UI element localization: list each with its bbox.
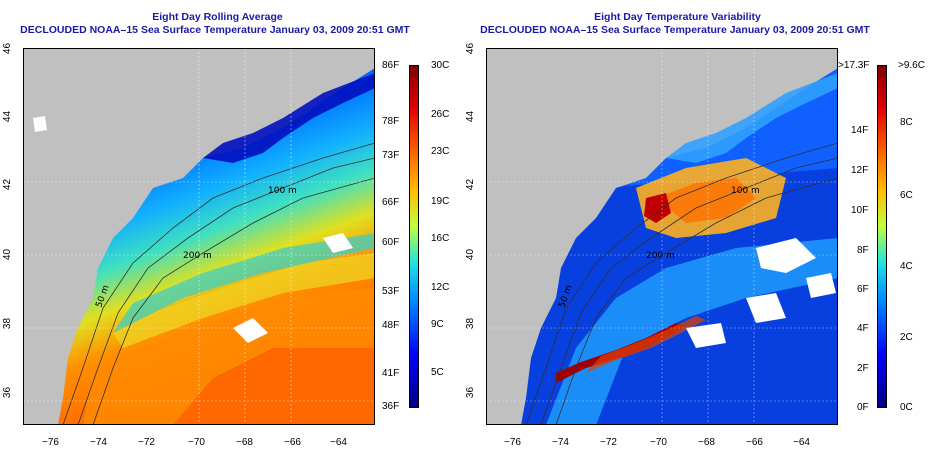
left-plot-frame [23, 48, 375, 425]
left-cb-c-19: 19C [431, 196, 450, 207]
left-xtick-64: −64 [330, 437, 347, 448]
contour-label-200m-left: 200 m [183, 251, 212, 261]
right-plot-frame [486, 48, 838, 425]
right-cb-f-12: 12F [851, 165, 869, 176]
right-cb-c-9.6: >9.6C [898, 60, 925, 71]
left-cb-f-73: 73F [382, 150, 400, 161]
right-ytick-44: 44 [465, 110, 477, 123]
right-cb-c-0: 0C [900, 402, 913, 413]
left-cb-f-41: 41F [382, 368, 400, 379]
right-title-line2: DECLOUDED NOAA–15 Sea Surface Temperatur… [480, 24, 870, 36]
left-ytick-36: 36 [2, 386, 14, 399]
left-colorbar [409, 65, 419, 408]
left-ytick-42: 42 [2, 178, 14, 191]
left-cb-c-23: 23C [431, 146, 450, 157]
left-cb-c-9: 9C [431, 319, 444, 330]
right-cb-c-6: 6C [900, 190, 913, 201]
left-xtick-70: −70 [188, 437, 205, 448]
right-xtick-70: −70 [650, 437, 667, 448]
left-cb-f-78: 78F [382, 116, 400, 127]
right-xtick-64: −64 [793, 437, 810, 448]
left-ytick-46: 46 [2, 42, 14, 55]
left-ytick-38: 38 [2, 317, 14, 330]
right-cb-f-8: 8F [857, 245, 869, 256]
contour-label-100m-left: 100 m [268, 186, 297, 196]
left-ytick-40: 40 [2, 248, 14, 261]
left-cb-f-86: 86F [382, 60, 400, 71]
left-title-line2: DECLOUDED NOAA–15 Sea Surface Temperatur… [20, 24, 410, 36]
left-xtick-74: −74 [90, 437, 107, 448]
left-cb-c-30: 30C [431, 60, 450, 71]
right-variability-map: 200 m 100 m 50 m [486, 48, 838, 425]
left-cb-f-66: 66F [382, 197, 400, 208]
left-cb-c-12: 12C [431, 282, 450, 293]
left-ytick-44: 44 [2, 110, 14, 123]
left-cb-c-26: 26C [431, 109, 450, 120]
right-cb-c-4: 4C [900, 261, 913, 272]
left-cb-c-5: 5C [431, 367, 444, 378]
right-cb-f-6: 6F [857, 284, 869, 295]
right-colorbar [877, 65, 887, 408]
right-cb-c-2: 2C [900, 332, 913, 343]
left-xtick-76: −76 [42, 437, 59, 448]
left-sst-map: 200 m 100 m 50 m [23, 48, 375, 425]
right-ytick-40: 40 [465, 248, 477, 261]
right-cb-f-14: 14F [851, 125, 869, 136]
right-cb-f-4: 4F [857, 323, 869, 334]
right-ytick-46: 46 [465, 42, 477, 55]
right-cb-f-10: 10F [851, 205, 869, 216]
right-cb-c-8: 8C [900, 117, 913, 128]
contour-label-200m-right: 200 m [646, 251, 675, 261]
right-xtick-76: −76 [504, 437, 521, 448]
right-cb-f-0: 0F [857, 402, 869, 413]
left-cb-f-36: 36F [382, 401, 400, 412]
left-cb-f-60: 60F [382, 237, 400, 248]
right-xtick-72: −72 [600, 437, 617, 448]
right-title-line1: Eight Day Temperature Variability [594, 11, 761, 23]
right-xtick-66: −66 [746, 437, 763, 448]
right-ytick-38: 38 [465, 317, 477, 330]
left-xtick-66: −66 [284, 437, 301, 448]
contour-label-100m-right: 100 m [731, 186, 760, 196]
right-cb-f-2: 2F [857, 363, 869, 374]
right-cb-f-17: >17.3F [838, 60, 870, 71]
left-title-line1: Eight Day Rolling Average [152, 11, 283, 23]
right-ytick-36: 36 [465, 386, 477, 399]
left-cb-c-16: 16C [431, 233, 450, 244]
left-cb-f-48: 48F [382, 320, 400, 331]
left-xtick-72: −72 [138, 437, 155, 448]
left-cb-f-53: 53F [382, 286, 400, 297]
right-xtick-68: −68 [698, 437, 715, 448]
left-xtick-68: −68 [236, 437, 253, 448]
right-ytick-42: 42 [465, 178, 477, 191]
right-xtick-74: −74 [552, 437, 569, 448]
right-map-graphic: 200 m 100 m 50 m [486, 48, 838, 425]
left-map-graphic: 200 m 100 m 50 m [23, 48, 375, 425]
